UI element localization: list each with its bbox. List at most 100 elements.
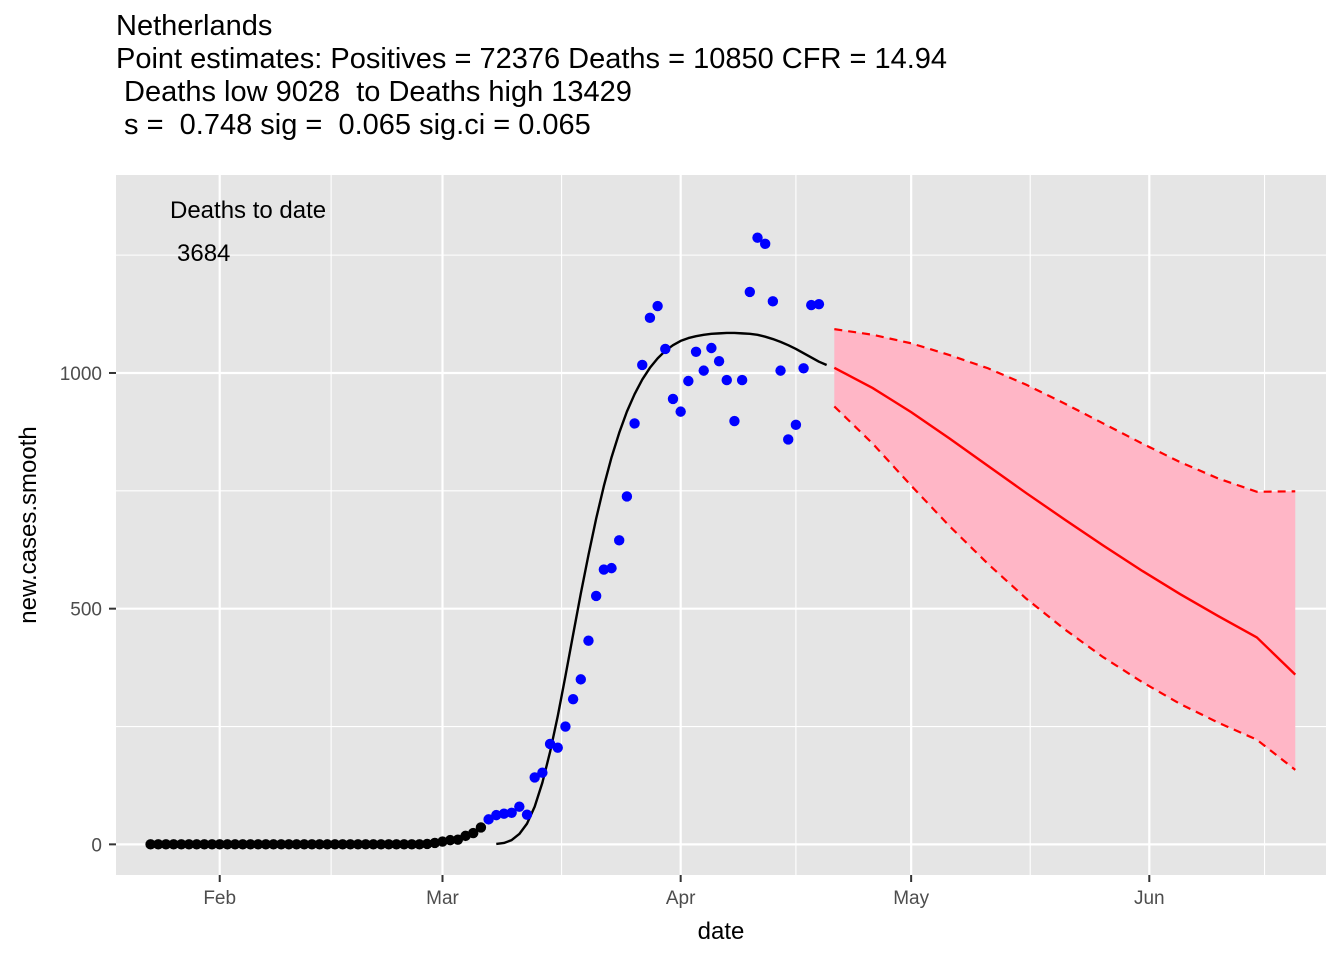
axis-layer: 0 500 1000 Feb Mar Apr May Jun date new.…	[15, 364, 1165, 945]
observed-early-point-27	[352, 839, 364, 850]
observed-early-point-43	[475, 822, 487, 833]
observed-recent-point-38	[775, 365, 786, 376]
observed-early-point-33	[398, 839, 410, 850]
observed-recent-point-12	[575, 674, 586, 685]
observed-early-point-37	[429, 837, 441, 849]
chart-title: Netherlands Point estimates: Positives =…	[116, 10, 947, 142]
observed-early-point-22	[314, 839, 325, 850]
observed-early-point-29	[368, 839, 379, 850]
observed-recent-point-35	[752, 232, 763, 243]
observed-early-point-1	[153, 839, 164, 850]
observed-early-point-10	[222, 839, 233, 850]
observed-early-point-39	[444, 834, 456, 846]
observed-early-point-19	[291, 839, 302, 850]
observed-recent-point-33	[736, 374, 748, 386]
observed-recent-point-20	[637, 359, 648, 371]
observed-early-point-17	[275, 839, 287, 850]
observed-recent-point-21	[644, 312, 656, 324]
title-line-4: s = 0.748 sig = 0.065 sig.ci = 0.065	[116, 109, 591, 141]
x-tick-label-feb: Feb	[203, 888, 236, 909]
observed-early-point-18	[283, 839, 295, 850]
observed-recent-point-29	[706, 342, 717, 354]
observed-recent-point-14	[590, 590, 602, 602]
observed-recent-point-24	[667, 393, 679, 405]
x-axis-title: date	[698, 918, 745, 945]
y-tick-label-500: 500	[70, 600, 102, 621]
observed-recent-point-2	[498, 808, 510, 819]
observed-recent-point-1	[491, 809, 502, 821]
y-tick-label-1000: 1000	[60, 364, 102, 385]
observed-early-point-24	[329, 839, 341, 850]
observed-early-point-28	[360, 839, 371, 850]
observed-early-point-4	[176, 839, 187, 850]
observed-recent-point-26	[683, 375, 694, 387]
observed-recent-point-28	[698, 365, 709, 376]
observed-early-point-31	[383, 839, 394, 850]
x-tick-label-may: May	[893, 888, 929, 909]
observed-recent-point-8	[544, 738, 556, 750]
observed-early-point-16	[268, 839, 279, 850]
y-tick-label-0: 0	[91, 835, 102, 856]
observed-early-point-9	[214, 839, 225, 850]
annotation-deaths-label: Deaths to date	[170, 197, 326, 224]
observed-recent-point-32	[729, 415, 740, 427]
observed-early-point-5	[183, 839, 195, 850]
point-layer	[145, 232, 825, 850]
observed-recent-point-30	[713, 355, 725, 367]
observed-recent-point-22	[652, 300, 663, 312]
observed-recent-point-7	[537, 767, 548, 778]
observed-recent-point-41	[798, 363, 809, 374]
observed-recent-point-0	[483, 814, 494, 825]
observed-recent-point-3	[506, 807, 517, 818]
observed-recent-point-34	[744, 286, 756, 298]
observed-recent-point-5	[521, 809, 533, 820]
observed-recent-point-39	[783, 434, 794, 445]
observed-early-point-3	[168, 839, 179, 850]
x-tick-label-apr: Apr	[666, 888, 696, 909]
observed-early-point-11	[229, 839, 241, 850]
observed-early-point-40	[452, 834, 464, 845]
x-tick-label-jun: Jun	[1134, 888, 1165, 909]
observed-early-point-2	[160, 839, 172, 850]
grid-minor	[116, 175, 1326, 875]
observed-recent-point-31	[721, 374, 732, 386]
observed-early-point-0	[145, 839, 156, 850]
observed-recent-point-27	[690, 346, 702, 357]
observed-early-point-32	[391, 839, 402, 850]
observed-recent-point-25	[675, 406, 686, 417]
observed-recent-point-36	[759, 238, 771, 250]
observed-early-point-23	[322, 839, 333, 850]
observed-recent-point-4	[514, 801, 525, 812]
observed-early-point-21	[306, 839, 318, 850]
x-tick-label-mar: Mar	[426, 888, 459, 909]
observed-early-point-7	[199, 839, 210, 850]
observed-early-point-15	[260, 839, 272, 850]
observed-recent-point-10	[560, 721, 571, 732]
observed-recent-point-15	[598, 564, 610, 575]
observed-recent-point-23	[660, 343, 671, 355]
observed-recent-point-37	[767, 296, 779, 307]
observed-early-point-35	[414, 839, 425, 850]
observed-early-point-14	[252, 839, 264, 850]
observed-recent-point-9	[552, 742, 563, 753]
observed-early-point-20	[299, 839, 310, 850]
observed-early-point-36	[421, 838, 433, 850]
observed-early-point-30	[375, 839, 387, 850]
observed-early-point-25	[337, 839, 348, 850]
observed-recent-point-40	[790, 419, 802, 431]
observed-recent-point-18	[621, 491, 633, 502]
observed-recent-point-11	[567, 693, 579, 705]
observed-recent-point-6	[529, 772, 540, 783]
y-axis-title: new.cases.smooth	[15, 426, 42, 623]
observed-recent-point-16	[606, 562, 617, 574]
forecast-upper-line	[834, 328, 1296, 493]
observed-recent-point-19	[629, 418, 640, 429]
title-line-1: Netherlands	[116, 10, 273, 42]
title-line-3: Deaths low 9028 to Deaths high 13429	[116, 76, 632, 108]
observed-early-point-26	[345, 839, 356, 850]
observed-early-point-8	[206, 839, 218, 850]
observed-early-point-12	[237, 839, 248, 850]
observed-recent-point-42	[806, 299, 817, 311]
observed-early-point-38	[437, 836, 448, 847]
